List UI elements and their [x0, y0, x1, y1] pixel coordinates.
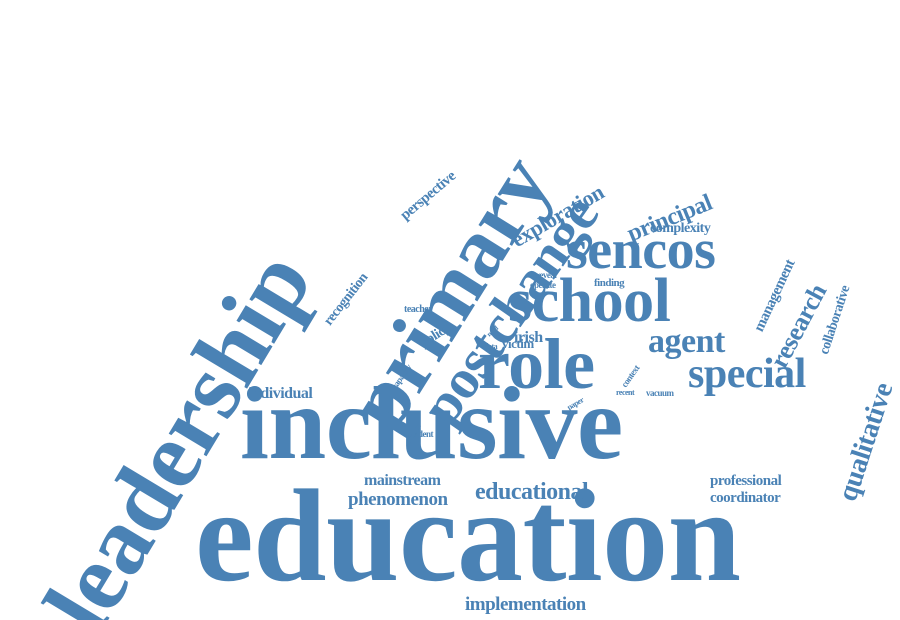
word-implementation: implementation	[465, 594, 586, 615]
word-victim: victim	[502, 336, 534, 351]
word-reveal: reveal	[536, 270, 557, 280]
word-educational: educational	[475, 479, 589, 505]
word-inclusive: inclusive	[240, 366, 623, 481]
word-irish: irish	[514, 329, 543, 346]
word-education: education	[195, 462, 741, 609]
word-complexity: complexity	[650, 221, 711, 236]
word-phenomenon: phenomenon	[348, 489, 448, 510]
word-school: school	[508, 267, 671, 335]
word-qualitative: qualitative	[832, 379, 900, 505]
word-context: context	[619, 363, 642, 390]
word-professional: professional	[710, 473, 782, 489]
word-teacher: teacher	[404, 304, 433, 315]
word-coordinator: coordinator	[710, 490, 781, 506]
word-operate: operate	[530, 280, 556, 290]
word-individual: individual	[248, 385, 313, 402]
word-student: student	[408, 429, 434, 439]
word-special: special	[688, 351, 806, 397]
word-recent: recent	[616, 388, 635, 397]
word-mainstream: mainstream	[364, 472, 441, 489]
word-data: data	[484, 342, 498, 351]
word-sencos: sencos	[566, 219, 716, 281]
word-role: role	[478, 324, 595, 404]
word-vacuum: vacuum	[646, 388, 674, 398]
word-agent: agent	[648, 323, 725, 360]
word-recognition: recognition	[321, 270, 372, 329]
word-finding: finding	[594, 277, 625, 289]
